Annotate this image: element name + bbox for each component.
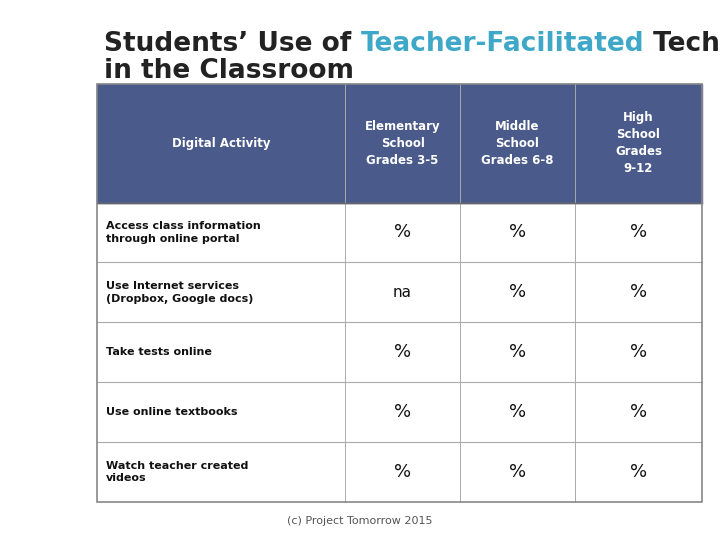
Bar [97,202,702,262]
Text: %: % [394,224,411,241]
Bar [97,442,702,502]
Text: Teacher-Facilitated: Teacher-Facilitated [361,31,644,57]
Text: %: % [394,343,411,361]
Text: Access class information
through online portal: Access class information through online … [106,221,261,244]
Text: Digital Activity: Digital Activity [172,137,271,150]
Text: %: % [630,284,647,301]
Text: %: % [630,343,647,361]
Text: Take tests online: Take tests online [106,347,212,357]
Text: (c) Project Tomorrow 2015: (c) Project Tomorrow 2015 [287,516,433,526]
Text: %: % [509,224,526,241]
Text: na: na [393,285,412,300]
Text: %: % [509,343,526,361]
Text: %: % [630,224,647,241]
Bar [97,262,702,322]
Text: %: % [394,463,411,481]
Text: %: % [509,284,526,301]
Text: Middle
School
Grades 6-8: Middle School Grades 6-8 [481,119,554,167]
Text: %: % [394,403,411,421]
Text: %: % [630,403,647,421]
Bar [97,322,702,382]
Text: Technology: Technology [644,31,720,57]
Text: High
School
Grades
9-12: High School Grades 9-12 [615,111,662,175]
Text: Use online textbooks: Use online textbooks [106,407,238,417]
Bar [97,84,702,502]
Text: %: % [630,463,647,481]
Text: %: % [509,403,526,421]
Text: Students’ Use of: Students’ Use of [104,31,361,57]
Bar [97,382,702,442]
Text: Elementary
School
Grades 3-5: Elementary School Grades 3-5 [365,119,441,167]
Bar [97,84,702,202]
Text: Watch teacher created
videos: Watch teacher created videos [106,461,248,483]
Text: Use Internet services
(Dropbox, Google docs): Use Internet services (Dropbox, Google d… [106,281,253,303]
Text: in the Classroom: in the Classroom [104,58,354,84]
Text: %: % [509,463,526,481]
